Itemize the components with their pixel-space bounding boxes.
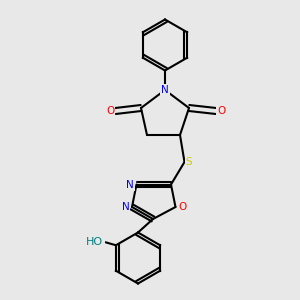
Text: O: O [178, 202, 186, 212]
Text: S: S [186, 157, 192, 167]
Text: N: N [161, 85, 169, 95]
Text: O: O [106, 106, 114, 116]
Text: N: N [122, 202, 129, 212]
Text: O: O [217, 106, 226, 116]
Text: N: N [126, 179, 134, 190]
Text: HO: HO [86, 237, 103, 247]
